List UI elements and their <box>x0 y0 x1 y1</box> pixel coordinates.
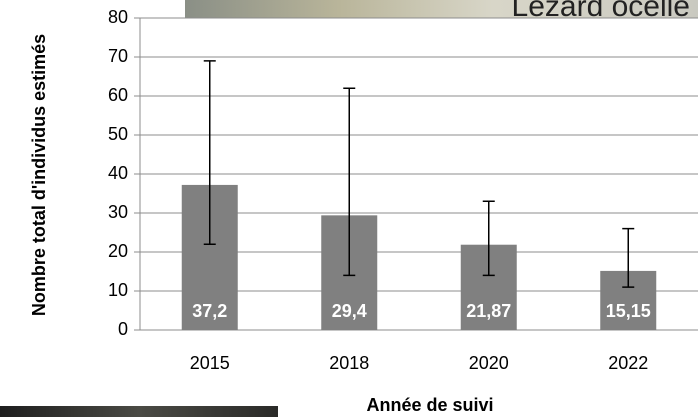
annotation: Lézard ocellé <box>512 0 690 23</box>
y-tick-label: 60 <box>108 85 128 105</box>
y-tick-label: 70 <box>108 46 128 66</box>
y-axis-title: Nombre total d'individus estimés <box>28 15 50 335</box>
y-tick-label: 40 <box>108 163 128 183</box>
y-tick-label: 50 <box>108 124 128 144</box>
value-label: 29,4 <box>332 301 367 321</box>
x-tick-label: 2020 <box>469 353 509 373</box>
value-label: 21,87 <box>466 301 511 321</box>
value-label: 37,2 <box>192 301 227 321</box>
y-tick-label: 20 <box>108 241 128 261</box>
y-tick-label: 80 <box>108 7 128 27</box>
page: Lézard ocellé Année de suivi 0 10 20 30 40 50… <box>0 0 698 417</box>
x-tick-label: 2015 <box>190 353 230 373</box>
y-tick-label: 10 <box>108 280 128 300</box>
y-tick-label: 0 <box>118 319 128 339</box>
x-tick-label: 2018 <box>329 353 369 373</box>
value-label: 15,15 <box>606 301 651 321</box>
y-tick-label: 30 <box>108 202 128 222</box>
chart: Lézard ocellé Année de suivi 0 10 20 30 40 50… <box>0 0 698 417</box>
x-axis-title: Année de suivi <box>366 395 493 415</box>
x-tick-label: 2022 <box>608 353 648 373</box>
background-photo <box>0 406 278 417</box>
